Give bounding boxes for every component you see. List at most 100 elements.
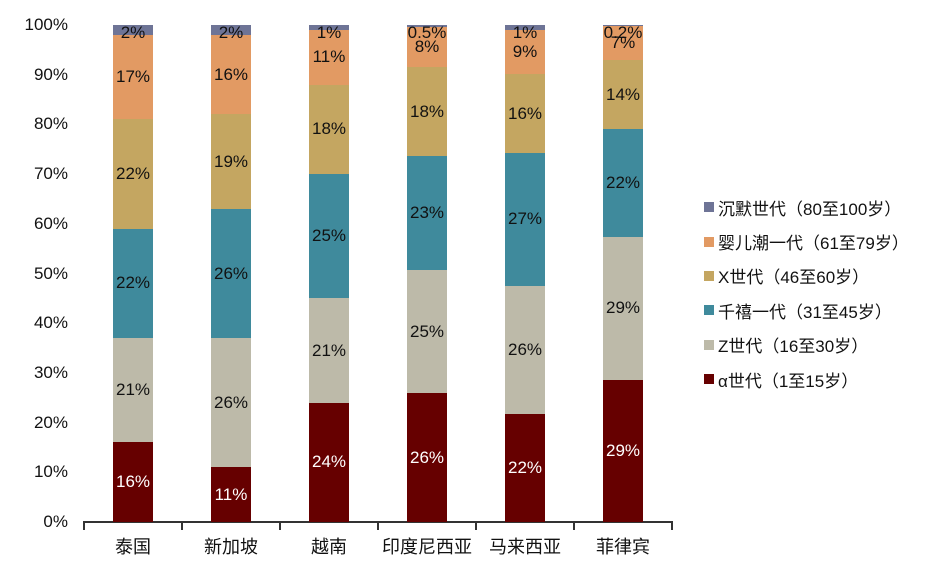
legend-label: Z世代（16至30岁） (718, 337, 869, 357)
y-tick-label: 60% (33, 213, 68, 233)
x-tick (181, 521, 183, 530)
data-label: 18% (311, 119, 347, 139)
bar-segment (407, 269, 447, 394)
bar-segment (211, 338, 251, 468)
bar-segment (309, 298, 349, 403)
data-label: 16% (213, 64, 249, 84)
data-label: 21% (311, 340, 347, 360)
data-label: 19% (213, 151, 249, 171)
data-label: 8% (414, 37, 440, 57)
y-tick-label: 50% (33, 263, 68, 283)
data-label: 11% (312, 47, 346, 67)
x-tick (475, 521, 477, 530)
y-tick-label: 30% (33, 362, 68, 382)
y-tick-label: 90% (33, 64, 68, 84)
data-label: 22% (115, 273, 151, 293)
legend: 沉默世代（80至100岁） 婴儿潮一代（61至79岁） X世代（46至60岁） 千禧一… (704, 190, 909, 396)
legend-label: 沉默世代（80至100岁） (718, 199, 902, 219)
bar-segment (211, 34, 251, 115)
bar-segment (505, 285, 545, 414)
data-label: 29% (605, 298, 641, 318)
y-tick-label: 20% (33, 412, 68, 432)
data-label: 22% (605, 173, 641, 193)
legend-label: X世代（46至60岁） (718, 268, 870, 288)
data-label: 2% (218, 23, 244, 42)
legend-item: 沉默世代（80至100岁） (704, 190, 909, 224)
data-label: 1% (316, 23, 342, 42)
bar-segment (211, 25, 251, 35)
legend-swatch-icon (704, 339, 714, 350)
data-label: 26% (507, 339, 543, 359)
legend-swatch-icon (704, 305, 714, 316)
bar-segment (113, 338, 153, 443)
bar-segment (309, 402, 349, 522)
x-tick (671, 521, 673, 530)
bar-segment (211, 208, 251, 339)
x-axis-label: 泰国 (115, 537, 151, 557)
bar-segment (603, 129, 643, 238)
data-label: 22% (507, 457, 543, 477)
data-label: 18% (409, 101, 445, 121)
bar-segment (309, 25, 349, 30)
bar-segment (407, 27, 447, 68)
x-axis-label: 越南 (311, 537, 347, 557)
data-label: 7% (610, 33, 636, 53)
bar-segment (407, 67, 447, 157)
bar-segment (603, 60, 643, 130)
x-tick (279, 521, 281, 530)
bar-segment (505, 413, 545, 522)
bar-segment (603, 25, 643, 61)
x-axis-label: 马来西亚 (489, 537, 561, 557)
y-tick-label: 0% (43, 512, 68, 531)
legend-item: X世代（46至60岁） (704, 259, 909, 293)
y-tick-label: 70% (33, 164, 68, 184)
data-label: 16% (507, 103, 543, 123)
data-label: 0.5% (407, 23, 447, 42)
data-label: 11% (214, 484, 248, 504)
y-tick-label: 10% (33, 462, 68, 482)
bar-4: 22% 26% 27% 16% 9% 1% (505, 0, 545, 573)
bar-segment (407, 156, 447, 270)
legend-swatch-icon (704, 270, 714, 281)
bar-segment (603, 379, 643, 522)
legend-swatch-icon (704, 374, 714, 385)
data-label: 9% (512, 42, 538, 62)
legend-label: 千禧一代（31至45岁） (718, 302, 892, 322)
data-label: 26% (213, 392, 249, 412)
bar-segment (113, 442, 153, 522)
bar-segment (505, 25, 545, 30)
y-tick-label: 100% (24, 15, 68, 34)
bar-5: 29% 29% 22% 14% 7% 0.2% (603, 0, 643, 573)
legend-item: Z世代（16至30岁） (704, 328, 909, 362)
data-label: 0.2% (603, 23, 643, 42)
bar-segment (113, 34, 153, 120)
data-label: 27% (507, 209, 543, 229)
data-label: 2% (120, 23, 146, 42)
legend-swatch-icon (704, 236, 714, 247)
bar-segment (113, 119, 153, 229)
bar-segment (505, 152, 545, 286)
legend-item: α世代（1至15岁） (704, 362, 909, 396)
bar-segment (309, 29, 349, 85)
legend-label: α世代（1至15岁） (718, 371, 859, 391)
x-tick (377, 521, 379, 530)
legend-swatch-icon (704, 202, 714, 213)
bar-segment (603, 237, 643, 380)
bar-segment (113, 228, 153, 339)
data-label: 25% (409, 321, 445, 341)
data-label: 16% (115, 472, 151, 492)
data-label: 22% (115, 164, 151, 184)
bar-segment (407, 25, 447, 28)
legend-item: 千禧一代（31至45岁） (704, 293, 909, 327)
data-label: 24% (311, 452, 347, 472)
y-tick-label: 80% (33, 114, 68, 134)
data-label: 25% (311, 226, 347, 246)
data-label: 26% (213, 263, 249, 283)
bar-segment (407, 393, 447, 522)
data-label: 29% (605, 440, 641, 460)
bar-segment (505, 29, 545, 75)
data-label: 1% (512, 23, 538, 42)
bar-0: 16% 21% 22% 22% 17% 2% (113, 0, 153, 573)
bar-segment (603, 25, 643, 26)
